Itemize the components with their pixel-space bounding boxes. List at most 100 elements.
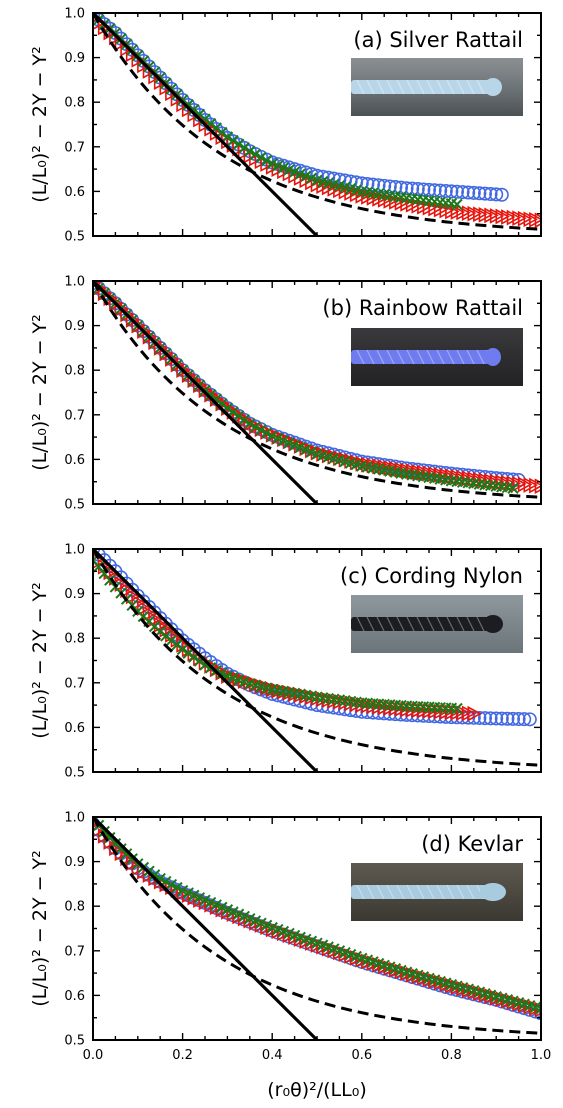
circle-point [455,185,470,200]
solid-line [93,549,319,772]
circle-point [505,711,520,726]
triangle-point [534,478,541,495]
circle-point [511,712,526,727]
cross-point [216,667,228,680]
solid-line [93,281,319,504]
circle-point [483,187,498,202]
circle-point [421,182,436,197]
y-axis-label: (L/L₀)² − 2Y − Y² [29,46,51,203]
x-tick-label: 0.6 [351,1048,372,1063]
panel-title: (b) Rainbow Rattail [322,296,523,320]
cross-point [171,881,183,894]
y-tick-label: 0.9 [64,319,85,334]
circle-point [405,181,420,196]
cross-point [232,410,245,422]
cross-point [165,878,178,891]
y-tick-label: 0.8 [64,96,85,111]
x-tick-label: 0.8 [441,1048,462,1063]
y-tick-label: 0.5 [64,1034,85,1049]
y-tick-label: 0.8 [64,900,85,915]
cross-point [260,154,273,167]
cross-point [507,482,519,494]
panel-2: 0.5 0.6 0.7 0.8 0.9 1.0 (b) Rainbow Rattail (L/… [29,275,542,513]
circle-point [522,712,537,727]
cording-nylon-photo [351,595,523,653]
y-tick-label: 0.6 [64,989,85,1004]
circle-point [410,182,425,197]
dashed-line [93,549,541,767]
theory-lines [93,281,541,504]
circle-point [494,187,509,202]
circle-point [416,182,431,197]
cross-point [182,647,194,659]
kevlar-photo [351,863,523,921]
circle-point [489,711,504,726]
cross-point [535,1003,541,1015]
panel-title: (c) Cording Nylon [340,564,523,588]
dashed-line [93,817,541,1035]
y-tick-label: 0.5 [64,498,85,513]
circle-point [449,184,464,199]
rainbow-rattail-photo [351,328,523,386]
cross-point [249,148,262,161]
y-tick-label: 0.7 [64,676,85,691]
cross-point [255,424,267,436]
cross-point [244,418,256,430]
cross-point [260,427,273,439]
y-tick-label: 1.0 [64,7,85,22]
circle-point [483,711,498,726]
cross-point [221,131,234,143]
y-tick-label: 0.6 [64,721,85,736]
cross-point [148,869,161,881]
panel-1: 0.5 0.6 0.7 0.8 0.9 1.0 (a) Silver Rattail (L/L… [29,7,542,245]
panel-title: (a) Silver Rattail [353,28,523,52]
theory-lines [93,13,541,236]
cross-point [451,198,463,211]
y-tick-label: 0.8 [64,364,85,379]
circle-point [427,183,442,198]
cross-point [238,141,250,154]
y-tick-label: 0.5 [64,230,85,245]
circle-point [371,178,386,193]
triangle-point [467,705,482,722]
cross-point [227,134,239,147]
circle-point [477,186,492,201]
y-tick-label: 0.5 [64,766,85,781]
cross-point [176,643,189,656]
x-tick-label: 0.4 [262,1048,283,1063]
circle-point [382,179,397,194]
x-tick-label: 0.0 [83,1048,104,1063]
y-tick-label: 0.8 [64,632,85,647]
y-tick-label: 0.9 [64,51,85,66]
panel-title: (d) Kevlar [421,832,523,856]
cross-point [451,702,463,715]
y-tick-label: 1.0 [64,275,85,290]
y-tick-label: 1.0 [64,543,85,558]
cross-series [93,554,463,715]
cross-point [232,138,245,150]
circle-point [500,711,515,726]
circle-point [365,177,380,192]
cross-point [255,151,267,164]
dashed-line [93,281,541,499]
triangle-point [534,1001,541,1018]
x-tick-label: 1.0 [531,1048,552,1063]
cross-point [249,421,262,433]
circle-point [388,180,403,195]
x-tick-label: 0.2 [172,1048,193,1063]
ticks [92,12,542,237]
panel-3: 0.5 0.6 0.7 0.8 0.9 1.0 (c) Cording Nylon (L/L₀… [29,543,542,781]
y-axis-label: (L/L₀)² − 2Y − Y² [29,850,51,1007]
circle-point [360,176,375,191]
circle-point [438,184,453,199]
circle-point [494,711,509,726]
y-axis-label: (L/L₀)² − 2Y − Y² [29,582,51,739]
ticks [92,280,542,505]
ticks [92,548,542,773]
x-axis-label: (r₀θ)²/(LL₀) [267,1079,367,1101]
dashed-line [93,13,541,231]
silver-rattail-photo [351,58,523,116]
theory-lines [93,817,541,1040]
circle-point [517,712,532,727]
circle-point [466,185,481,200]
